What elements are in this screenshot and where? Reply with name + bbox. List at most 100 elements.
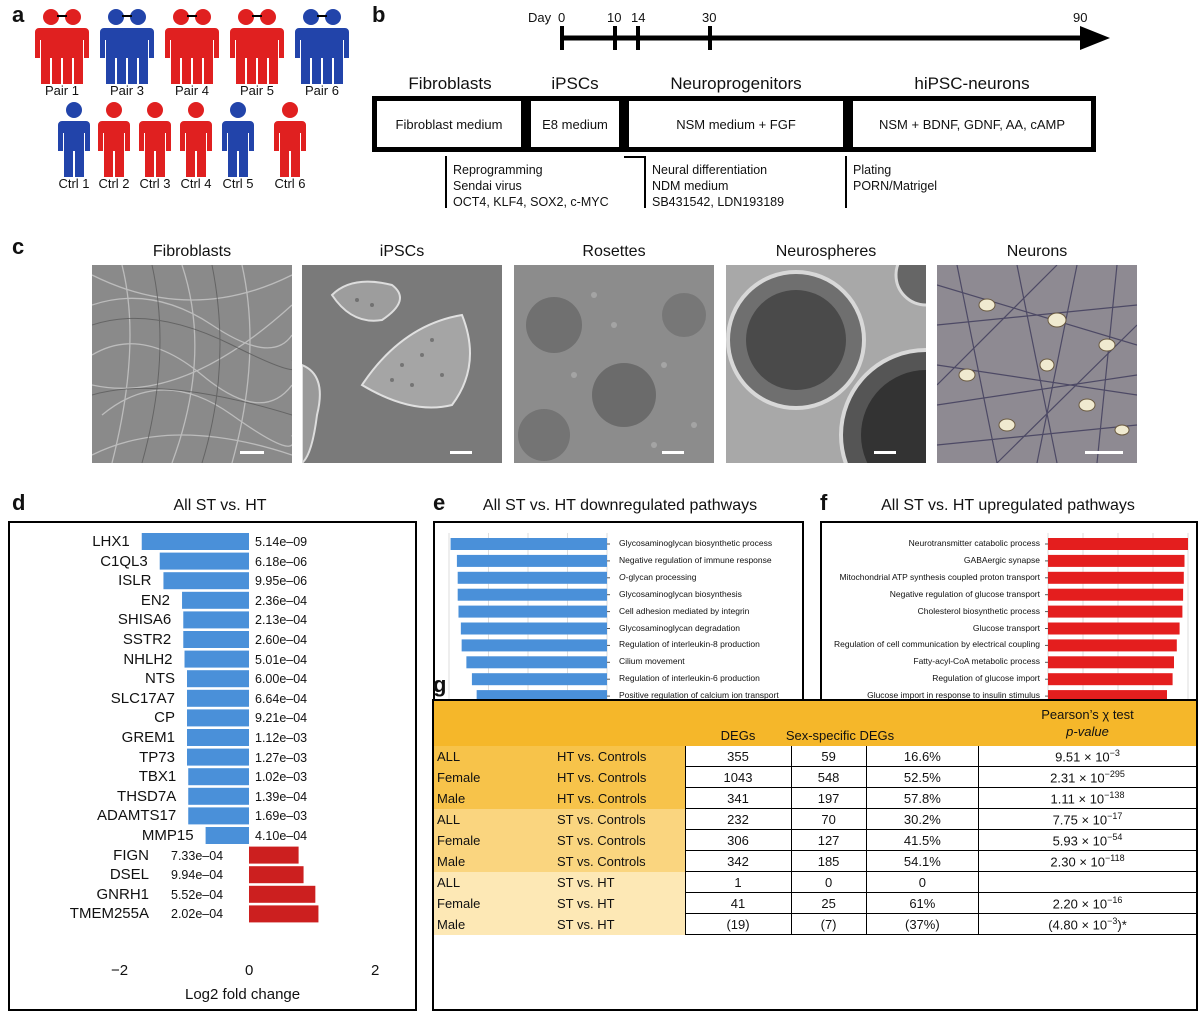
percent-cell: 54.1% [865,850,980,872]
chart-e-tick-neg1: −1 [525,711,538,723]
panel-letter-d: d [12,490,26,515]
bar [460,622,607,635]
sex-cell: Male [433,913,553,935]
bar [466,656,607,669]
control-label: Ctrl 4 [180,176,212,191]
bar [182,591,249,609]
bar [1048,571,1184,584]
p-value-label: 2.60e–04 [255,633,308,647]
degs-cell: 342 [684,850,792,872]
p-value-label: 6.64e–04 [255,691,308,706]
bar [187,729,249,746]
bar [1048,605,1183,618]
degs-cell: 41 [684,892,792,914]
table-row: ALL HT vs. Controls 355 59 16.6% 9.51 × 10−3 [433,746,1197,767]
chart-e-plot [448,533,610,711]
pathway-label: Negative regulation of immune response [619,554,772,565]
pathway-label: O-glycan processing [619,571,697,582]
comparison-cell: ST vs. Controls [553,808,685,830]
bar [205,827,249,844]
bar [249,846,299,864]
bar [141,533,249,550]
bar [1048,656,1174,669]
p-value-label: 2.02e–04 [171,907,224,922]
note-reprogramming: Reprogramming Sendai virus OCT4, KLF4, SOX… [453,163,609,209]
pathway-label: Regulation of cell communication by elec… [834,639,1040,650]
stage-fibroblasts: Fibroblasts [408,74,492,93]
pair-label: Pair 5 [240,83,274,98]
pathway-label: Glycosaminoglycan degradation [619,622,740,633]
person-icon [222,102,254,177]
control-label: Ctrl 6 [274,176,306,191]
chart-e-xlabel: Normalized enrichment score [447,726,604,740]
comparison-cell: HT vs. Controls [553,787,685,809]
sex-cell: Male [433,850,553,872]
person-icon [180,102,212,177]
gene-label: DSEL [109,866,149,884]
person-icon [187,9,219,84]
panel-letter-a: a [12,2,25,27]
header-sex-specific-degs: Sex-specific DEGs [785,728,895,743]
table-row: Male ST vs. HT (19) (7) (37%) (4.80 × 10−3)* [433,913,1197,935]
chart-d-tick-neg2: −2 [111,962,129,979]
bar [183,631,249,648]
pathway-label: Neurotransmitter catabolic process [908,538,1040,548]
table-row: ALL ST vs. Controls 232 70 30.2% 7.75 × 10−17 [433,808,1197,830]
percent-cell: 30.2% [865,808,980,830]
bar [1048,639,1177,652]
chart-f-title: All ST vs. HT upregulated pathways [881,497,1135,514]
degs-cell: (19) [684,913,792,935]
gene-label: GNRH1 [96,885,149,903]
bar [188,807,249,825]
gene-label: SHISA6 [117,611,172,629]
control-label: Ctrl 1 [58,176,90,191]
chart-d-plot [141,533,319,923]
p-value-label: 4.10e–04 [255,829,308,843]
gene-label: MMP15 [141,827,194,844]
bar [1048,622,1180,635]
pathway-label: Glucose transport [972,622,1040,633]
sex-degs-cell: 548 [790,766,867,788]
p-value-label: 9.94e–04 [171,868,224,883]
p-value-label: 1.39e–04 [255,789,308,804]
pathway-label: Glycosaminoglycan biosynthetic process [619,538,773,548]
control-label: Ctrl 2 [98,176,130,191]
chart-f-xlabel: Normalized enrichment score [1037,726,1194,740]
bar [249,866,304,884]
p-value-label: 1.27e–03 [255,750,308,765]
comparison-cell: ST vs. Controls [553,829,685,851]
person-icon [252,9,284,84]
people-figure [35,9,349,177]
panel-letter-g: g [433,672,447,697]
sex-cell: ALL [433,746,553,767]
person-icon [139,102,171,177]
gene-label: EN2 [140,591,171,609]
note-plating: Plating PORN/Matrigel [853,163,938,193]
micrograph-fibroblasts [92,265,292,463]
bar [163,572,249,590]
pathway-label: Negative regulation of glucose transport [889,588,1040,599]
pair-label: Pair 1 [45,83,79,98]
p-value-cell: (4.80 × 10−3)* [978,913,1197,935]
chart-e-title: All ST vs. HT downregulated pathways [482,497,758,514]
person-icon [122,9,154,84]
p-value-label: 5.14e–09 [255,535,308,549]
pair-label: Pair 6 [305,83,339,98]
pathway-label: Regulation of glucose import [932,673,1040,684]
p-value-label: 1.12e–03 [255,731,308,745]
chart-f-tick-0: 0 [1044,711,1051,723]
percent-cell: 16.6% [865,746,980,767]
chart-d-tick-2: 2 [371,962,380,979]
pathway-label: Cholesterol biosynthetic process [917,605,1040,616]
sex-degs-cell: 185 [790,850,867,872]
p-value-label: 1.69e–03 [255,809,308,824]
degs-cell: 306 [684,829,792,851]
p-value-label: 2.36e–04 [255,593,308,608]
p-value-label: 5.52e–04 [171,887,224,902]
person-icon [100,9,132,84]
p-value-cell: 2.20 × 10−16 [978,892,1197,914]
stage-hipsc-neurons: hiPSC-neurons [914,74,1030,93]
sex-degs-cell: 70 [790,808,867,830]
gene-label: GREM1 [121,729,175,746]
note-bracket-2-top [624,156,644,158]
